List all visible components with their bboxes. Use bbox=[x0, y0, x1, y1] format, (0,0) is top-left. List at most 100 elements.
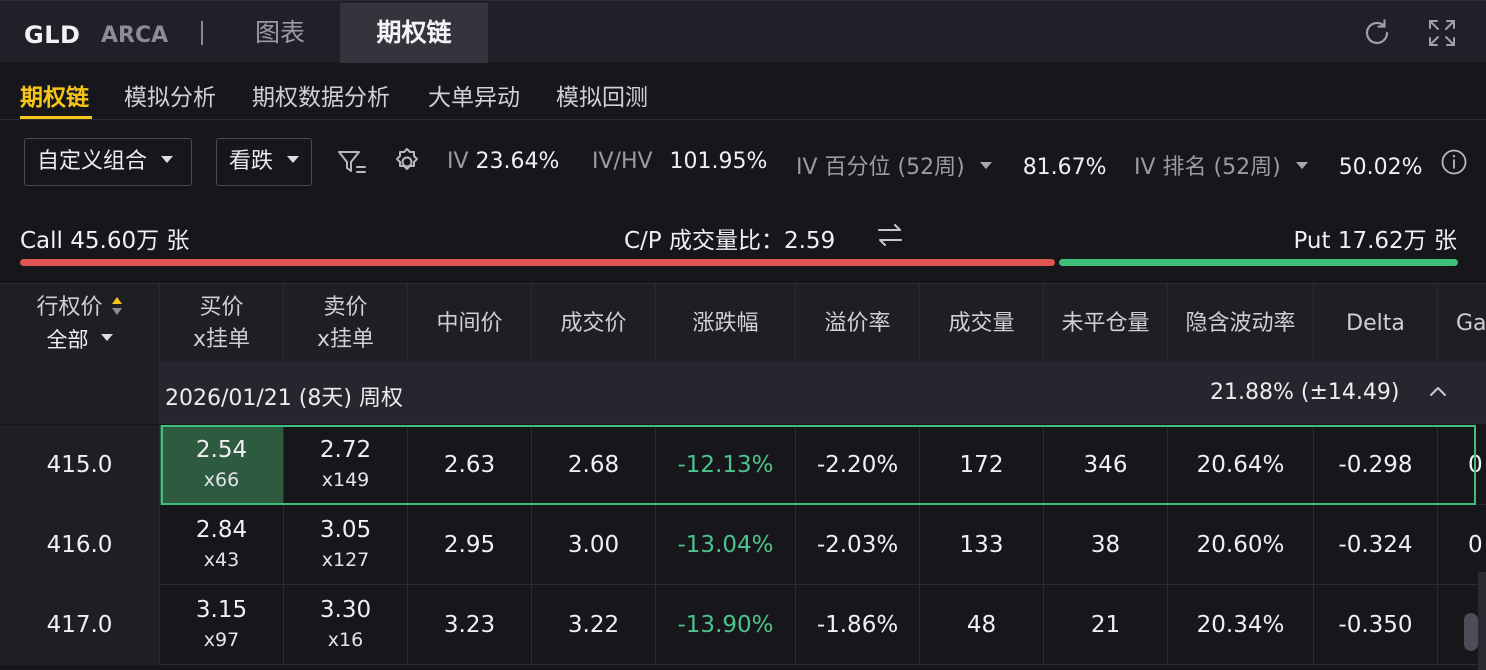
bid-cell[interactable]: 3.15 x97 bbox=[160, 585, 284, 665]
refresh-icon[interactable] bbox=[1361, 17, 1393, 49]
strike-cell: 417.0 bbox=[0, 585, 160, 665]
group-strike-spacer bbox=[0, 362, 160, 424]
info-icon[interactable] bbox=[1440, 148, 1468, 176]
column-strike-label: 行权价 bbox=[36, 294, 103, 320]
iv-percentile-metric[interactable]: IV 百分位 (52周) 81.67% bbox=[796, 149, 1107, 181]
column-gamma[interactable]: Ga bbox=[1456, 310, 1486, 336]
chevron-down-icon[interactable] bbox=[979, 161, 992, 169]
iv-rank-label: IV 排名 (52周) bbox=[1134, 155, 1281, 180]
gamma-cell: 0 bbox=[1468, 532, 1483, 558]
scrollbar-track[interactable] bbox=[1478, 572, 1486, 670]
strategy-select[interactable]: 自定义组合 bbox=[24, 138, 192, 186]
expiry-label: 2026/01/21 (8天) 周权 bbox=[165, 386, 403, 411]
chevron-down-icon[interactable] bbox=[1295, 161, 1308, 169]
column-volume[interactable]: 成交量 bbox=[920, 284, 1044, 363]
iv-value: 23.64% bbox=[475, 149, 560, 174]
iv-hv-metric: IV/HV 101.95% bbox=[592, 149, 767, 174]
strike-cell: 415.0 bbox=[0, 425, 160, 505]
chevron-down-icon[interactable] bbox=[100, 334, 113, 341]
bid-size: x43 bbox=[203, 549, 240, 571]
iv-metric: IV 23.64% bbox=[447, 149, 559, 174]
tab-option-chain[interactable]: 期权链 bbox=[340, 3, 488, 63]
bid-size: x66 bbox=[203, 469, 240, 491]
iv-percentile-label: IV 百分位 (52周) bbox=[796, 155, 965, 180]
column-last[interactable]: 成交价 bbox=[532, 284, 656, 363]
column-bid-sub: x挂单 bbox=[192, 326, 251, 352]
column-bid-label: 买价 bbox=[199, 294, 244, 320]
put-volume-bar bbox=[1059, 259, 1458, 266]
ask-cell[interactable]: 3.05 x127 bbox=[284, 505, 408, 585]
subtab-backtest[interactable]: 模拟回测 bbox=[556, 85, 648, 111]
settings-icon[interactable] bbox=[391, 146, 423, 178]
change-cell: -13.04% bbox=[656, 505, 796, 585]
bid-price: 2.84 bbox=[195, 517, 248, 543]
chevron-up-icon[interactable] bbox=[1427, 380, 1449, 404]
table-row[interactable]: 417.0 3.15 x97 3.30 x16 3.23 3.22 -13.90… bbox=[0, 585, 1486, 665]
fullscreen-icon[interactable] bbox=[1426, 17, 1458, 49]
ask-cell[interactable]: 3.30 x16 bbox=[284, 585, 408, 665]
column-delta[interactable]: Delta bbox=[1314, 284, 1438, 363]
open-interest-cell: 38 bbox=[1044, 505, 1168, 585]
table-header: 行权价 全部 买价 x挂单 卖价 x挂单 中间价 成交价 涨跌幅 溢价率 成交量… bbox=[0, 283, 1486, 363]
ticker-symbol: GLD bbox=[24, 21, 81, 49]
strike-cell: 416.0 bbox=[0, 505, 160, 585]
expiry-group-row[interactable]: 2026/01/21 (8天) 周权 21.88% (±14.49) bbox=[0, 362, 1486, 424]
column-ask-label: 卖价 bbox=[323, 294, 368, 320]
premium-cell: -2.03% bbox=[796, 505, 920, 585]
column-change[interactable]: 涨跌幅 bbox=[656, 284, 796, 363]
ask-cell[interactable]: 2.72 x149 bbox=[284, 425, 408, 505]
table-row[interactable]: 415.0 2.54 x66 2.72 x149 2.63 2.68 -12.1… bbox=[0, 425, 1486, 505]
gamma-cell: 0 bbox=[1468, 452, 1483, 478]
subtab-unusual-activity[interactable]: 大单异动 bbox=[428, 85, 520, 111]
last-cell: 3.00 bbox=[532, 505, 656, 585]
delta-cell: -0.350 bbox=[1314, 585, 1438, 665]
iv-cell: 20.64% bbox=[1168, 425, 1314, 505]
column-ask[interactable]: 卖价 x挂单 bbox=[284, 284, 408, 363]
bid-size: x97 bbox=[203, 629, 240, 651]
column-bid[interactable]: 买价 x挂单 bbox=[160, 284, 284, 363]
column-implied-volatility[interactable]: 隐含波动率 bbox=[1168, 284, 1314, 363]
open-interest-cell: 21 bbox=[1044, 585, 1168, 665]
subtab-option-chain[interactable]: 期权链 bbox=[20, 85, 89, 111]
last-cell: 3.22 bbox=[532, 585, 656, 665]
chevron-down-icon bbox=[287, 155, 300, 163]
delta-cell: -0.324 bbox=[1314, 505, 1438, 585]
column-open-interest[interactable]: 未平仓量 bbox=[1044, 284, 1168, 363]
swap-icon[interactable] bbox=[876, 222, 904, 248]
scrollbar-thumb[interactable] bbox=[1464, 613, 1478, 651]
column-strike[interactable]: 行权价 全部 bbox=[0, 284, 160, 363]
sort-icon[interactable] bbox=[111, 295, 123, 317]
direction-select[interactable]: 看跌 bbox=[216, 138, 312, 186]
strategy-select-value: 自定义组合 bbox=[37, 149, 148, 174]
change-cell: -12.13% bbox=[656, 425, 796, 505]
tab-chart[interactable]: 图表 bbox=[254, 18, 305, 47]
table-row[interactable]: 416.0 2.84 x43 3.05 x127 2.95 3.00 -13.0… bbox=[0, 505, 1486, 585]
mid-cell: 2.63 bbox=[408, 425, 532, 505]
iv-label: IV bbox=[447, 149, 469, 174]
filter-icon[interactable] bbox=[336, 146, 368, 178]
last-cell: 2.68 bbox=[532, 425, 656, 505]
subtab-option-data-analysis[interactable]: 期权数据分析 bbox=[252, 85, 390, 111]
delta-cell: -0.298 bbox=[1314, 425, 1438, 505]
premium-cell: -2.20% bbox=[796, 425, 920, 505]
subtab-simulation[interactable]: 模拟分析 bbox=[124, 85, 216, 111]
ask-size: x149 bbox=[321, 469, 370, 491]
bid-cell[interactable]: 2.54 x66 bbox=[160, 425, 284, 505]
direction-select-value: 看跌 bbox=[229, 149, 274, 174]
volume-cell: 48 bbox=[920, 585, 1044, 665]
bid-cell[interactable]: 2.84 x43 bbox=[160, 505, 284, 585]
ask-size: x16 bbox=[327, 629, 364, 651]
sub-tab-bar: 期权链 模拟分析 期权数据分析 大单异动 模拟回测 bbox=[0, 62, 1486, 120]
active-tab-indicator bbox=[20, 116, 92, 119]
strike-filter-value[interactable]: 全部 bbox=[46, 327, 89, 352]
mid-cell: 2.95 bbox=[408, 505, 532, 585]
top-bar: GLD ARCA 图表 期权链 bbox=[0, 0, 1486, 63]
expiry-iv: 21.88% (±14.49) bbox=[1210, 380, 1400, 405]
chevron-down-icon bbox=[161, 155, 174, 163]
column-mid[interactable]: 中间价 bbox=[408, 284, 532, 363]
open-interest-cell: 346 bbox=[1044, 425, 1168, 505]
column-premium[interactable]: 溢价率 bbox=[796, 284, 920, 363]
iv-rank-metric[interactable]: IV 排名 (52周) 50.02% bbox=[1134, 149, 1423, 181]
change-cell: -13.90% bbox=[656, 585, 796, 665]
divider bbox=[201, 21, 203, 45]
